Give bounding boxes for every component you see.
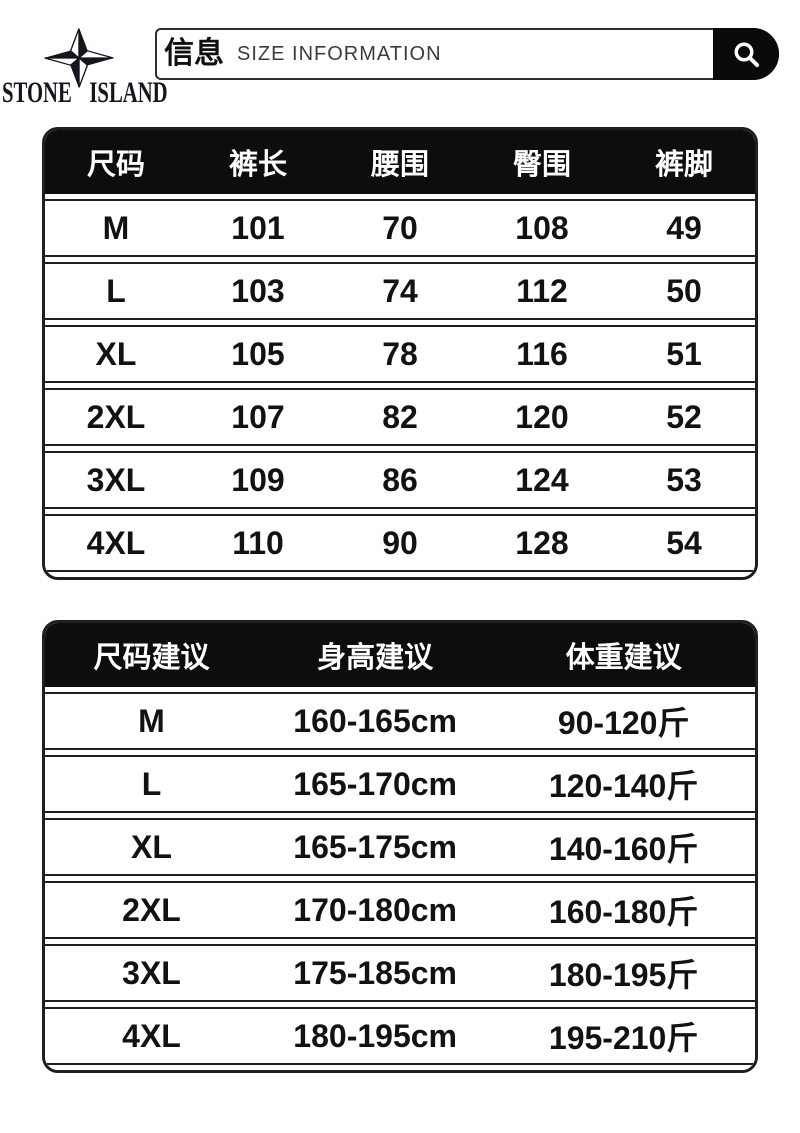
- column-header: 尺码: [86, 149, 145, 181]
- section-title-cn: 信息: [164, 37, 224, 70]
- table-cell: 175-185cm: [293, 954, 457, 991]
- table-cell: 120: [515, 398, 569, 435]
- brand-word-island: ISLAND: [89, 76, 168, 109]
- column-header: 腰围: [370, 149, 429, 181]
- brand-logo: STONE ISLAND: [0, 6, 230, 110]
- table-cell: 101: [231, 209, 285, 246]
- table-cell: 109: [231, 461, 285, 498]
- table-cell: 50: [666, 272, 702, 309]
- table-cell: L: [141, 765, 162, 802]
- search-icon: [734, 42, 760, 68]
- table-cell: 165-170cm: [293, 765, 457, 802]
- compass-star-icon: [44, 28, 114, 88]
- section-title-bar: 信息 SIZE INFORMATION: [155, 28, 779, 80]
- table-header-row: 尺码 裤长 腰围 臀围 裤脚: [45, 130, 755, 194]
- table-cell: 165-175cm: [293, 828, 457, 865]
- section-title-en: SIZE INFORMATION: [237, 43, 442, 65]
- table-cell: 3XL: [86, 461, 146, 498]
- table-row: 3XL 109 86 124 53: [45, 451, 755, 509]
- table-cell: M: [138, 702, 165, 739]
- table-cell: 140-160斤: [548, 831, 699, 867]
- table-cell: 180-195斤: [548, 957, 699, 993]
- table-cell: XL: [131, 828, 172, 865]
- table-cell: 105: [231, 335, 285, 372]
- table-cell: 90: [382, 524, 418, 561]
- column-header: 裤脚: [654, 149, 713, 181]
- table-cell: 74: [382, 272, 418, 309]
- table-cell: 4XL: [86, 524, 146, 561]
- table-cell: 3XL: [122, 954, 181, 991]
- table-row: XL 105 78 116 51: [45, 325, 755, 383]
- table-cell: 86: [382, 461, 418, 498]
- column-header: 身高建议: [317, 642, 434, 674]
- table-row: 2XL 107 82 120 52: [45, 388, 755, 446]
- table-cell: 160-180斤: [548, 894, 699, 930]
- table-cell: 180-195cm: [293, 1017, 457, 1054]
- table-cell: 170-180cm: [293, 891, 457, 928]
- table-cell: 108: [515, 209, 569, 246]
- table-cell: 49: [666, 209, 702, 246]
- table-cell: 53: [666, 461, 702, 498]
- table-row: 2XL 170-180cm 160-180斤: [45, 881, 755, 939]
- brand-name: STONE ISLAND: [2, 76, 168, 110]
- table-cell: 110: [232, 524, 284, 561]
- table-header-row: 尺码建议 身高建议 体重建议: [45, 623, 755, 687]
- column-header: 尺码建议: [93, 642, 210, 674]
- table-cell: 2XL: [86, 398, 146, 435]
- table-row: M 101 70 108 49: [45, 199, 755, 257]
- table-cell: 82: [382, 398, 418, 435]
- size-suggestion-table: 尺码建议 身高建议 体重建议 M 160-165cm 90-120斤 L 165-170cm 1…: [42, 620, 758, 1073]
- table-cell: XL: [95, 335, 137, 372]
- table-cell: 78: [382, 335, 418, 372]
- table-cell: 70: [382, 209, 418, 246]
- table-cell: 124: [515, 461, 569, 498]
- column-header: 体重建议: [565, 642, 682, 674]
- table-cell: 107: [231, 398, 285, 435]
- size-measurements-table: 尺码 裤长 腰围 臀围 裤脚 M 101 70 108 49 L 103 74 112 50 XL 105 78 1…: [42, 127, 758, 580]
- table-cell: 116: [516, 335, 568, 372]
- table-row: 3XL 175-185cm 180-195斤: [45, 944, 755, 1002]
- table-cell: M: [102, 209, 130, 246]
- brand-word-stone: STONE: [2, 76, 72, 109]
- table-cell: 2XL: [122, 891, 181, 928]
- table-cell: 160-165cm: [293, 702, 457, 739]
- table-row: L 103 74 112 50: [45, 262, 755, 320]
- table-cell: 128: [515, 524, 569, 561]
- table-row: M 160-165cm 90-120斤: [45, 692, 755, 750]
- table-row: XL 165-175cm 140-160斤: [45, 818, 755, 876]
- table-cell: L: [106, 272, 126, 309]
- table-row: L 165-170cm 120-140斤: [45, 755, 755, 813]
- table-cell: 195-210斤: [548, 1020, 699, 1056]
- table-cell: 54: [666, 524, 702, 561]
- table-cell: 52: [666, 398, 702, 435]
- table-row: 4XL 110 90 128 54: [45, 514, 755, 572]
- table-cell: 112: [516, 272, 568, 309]
- table-cell: 103: [231, 272, 285, 309]
- table-cell: 51: [666, 335, 702, 372]
- table-cell: 90-120斤: [557, 705, 690, 741]
- table-cell: 120-140斤: [548, 768, 699, 804]
- column-header: 裤长: [228, 149, 287, 181]
- search-button[interactable]: [713, 28, 779, 80]
- table-cell: 4XL: [122, 1017, 181, 1054]
- column-header: 臀围: [512, 149, 571, 181]
- table-row: 4XL 180-195cm 195-210斤: [45, 1007, 755, 1065]
